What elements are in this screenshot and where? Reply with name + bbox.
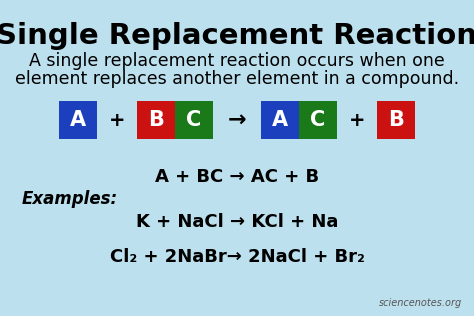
Text: →: → bbox=[228, 110, 246, 130]
Text: sciencenotes.org: sciencenotes.org bbox=[379, 298, 462, 308]
Text: +: + bbox=[109, 111, 125, 130]
Text: K + NaCl → KCl + Na: K + NaCl → KCl + Na bbox=[136, 213, 338, 231]
Text: C: C bbox=[310, 110, 326, 130]
Text: B: B bbox=[148, 110, 164, 130]
Text: Cl₂ + 2NaBr→ 2NaCl + Br₂: Cl₂ + 2NaBr→ 2NaCl + Br₂ bbox=[109, 248, 365, 266]
FancyBboxPatch shape bbox=[59, 101, 97, 139]
FancyBboxPatch shape bbox=[175, 101, 213, 139]
FancyBboxPatch shape bbox=[299, 101, 337, 139]
Text: B: B bbox=[388, 110, 404, 130]
Text: +: + bbox=[349, 111, 365, 130]
FancyBboxPatch shape bbox=[137, 101, 175, 139]
Text: Single Replacement Reaction: Single Replacement Reaction bbox=[0, 22, 474, 50]
Text: element replaces another element in a compound.: element replaces another element in a co… bbox=[15, 70, 459, 88]
Text: A single replacement reaction occurs when one: A single replacement reaction occurs whe… bbox=[29, 52, 445, 70]
Text: C: C bbox=[186, 110, 201, 130]
Text: A: A bbox=[272, 110, 288, 130]
Text: A + BC → AC + B: A + BC → AC + B bbox=[155, 168, 319, 186]
Text: Examples:: Examples: bbox=[22, 190, 118, 208]
Text: A: A bbox=[70, 110, 86, 130]
FancyBboxPatch shape bbox=[261, 101, 299, 139]
FancyBboxPatch shape bbox=[377, 101, 415, 139]
